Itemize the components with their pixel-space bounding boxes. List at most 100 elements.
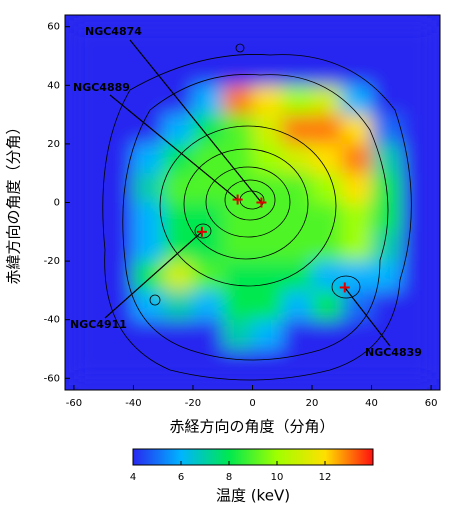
heat-cell [192, 56, 224, 86]
heat-cell [73, 56, 105, 86]
heat-cell [282, 290, 313, 321]
y-tick-label: -40 [44, 315, 60, 326]
heat-cell [312, 56, 343, 86]
galaxy-marker [256, 197, 267, 208]
heat-cell [163, 143, 194, 174]
heat-cell [133, 290, 164, 321]
heat-cell [133, 319, 164, 350]
y-axis-label: 赤緯方向の角度（分角） [5, 119, 23, 284]
y-tick-label: 40 [47, 80, 60, 91]
heat-cell [282, 85, 313, 116]
heat-cell [371, 26, 402, 57]
contour [224, 179, 276, 221]
contour [331, 275, 361, 299]
heat-cell [73, 85, 105, 116]
heat-cell [252, 143, 283, 174]
heat-cell [163, 202, 194, 233]
heatmap-cells [73, 26, 432, 379]
heat-cell [341, 26, 373, 57]
heat-cell [312, 231, 343, 262]
heat-cell [371, 143, 402, 174]
heat-cell [371, 202, 402, 233]
contour [205, 166, 291, 238]
colorbar-tick-label: 8 [226, 472, 232, 483]
annotation-label: NGC4911 [70, 318, 127, 331]
heat-cell [282, 202, 313, 233]
annotation-label: NGC4839 [365, 346, 422, 359]
heat-cell [252, 261, 283, 291]
heat-cell [312, 114, 343, 145]
heat-cell [312, 319, 343, 350]
x-tick-label: 60 [425, 398, 438, 409]
heat-cell [192, 261, 224, 291]
heat-cell [341, 143, 373, 174]
heat-cell [73, 319, 105, 350]
heat-cell [73, 114, 105, 145]
heat-cell [103, 202, 134, 233]
annotation-line [109, 94, 238, 201]
heat-cell [222, 26, 253, 57]
heat-cell [133, 348, 164, 379]
heat-cell [133, 143, 164, 174]
y-tick-label: 0 [54, 198, 60, 209]
heat-cell [163, 56, 194, 86]
heat-cell [103, 173, 134, 203]
colorbar-tick-label: 10 [271, 472, 284, 483]
heat-cell [401, 173, 432, 203]
heat-cell [163, 114, 194, 145]
heat-cell [222, 348, 253, 379]
heat-cell [103, 348, 134, 379]
heat-cell [371, 261, 402, 291]
x-tick-label: 0 [249, 398, 255, 409]
heat-cell [192, 26, 224, 57]
heat-cell [252, 85, 283, 116]
heat-cell [192, 85, 224, 116]
heat-cell [73, 26, 105, 57]
heat-cell [222, 319, 253, 350]
heat-cell [312, 290, 343, 321]
heat-cell [252, 290, 283, 321]
heat-cell [222, 85, 253, 116]
heat-cell [282, 348, 313, 379]
heat-cell [103, 231, 134, 262]
heat-cell [252, 26, 283, 57]
annotation-line [104, 231, 203, 319]
heat-cell [401, 261, 432, 291]
heat-cell [341, 85, 373, 116]
heat-cell [282, 231, 313, 262]
heat-cell [222, 143, 253, 174]
heat-cell [341, 173, 373, 203]
y-tick-label: 60 [47, 22, 60, 33]
x-tick-label: -40 [125, 398, 141, 409]
galaxy-marker [232, 194, 243, 205]
heat-cell [103, 143, 134, 174]
heat-cell [312, 348, 343, 379]
heat-cell [282, 56, 313, 86]
x-axis-label: 赤経方向の角度（分角） [169, 418, 334, 436]
heat-cell [222, 114, 253, 145]
heat-cell [73, 348, 105, 379]
heat-cell [312, 261, 343, 291]
heat-cell [222, 56, 253, 86]
heat-cell [133, 85, 164, 116]
heat-cell [163, 261, 194, 291]
heat-cell [163, 290, 194, 321]
heat-cell [192, 290, 224, 321]
heat-cell [371, 290, 402, 321]
contour [122, 74, 389, 361]
heat-cell [282, 319, 313, 350]
heat-cell [401, 348, 432, 379]
heat-cell [103, 114, 134, 145]
heat-cell [371, 348, 402, 379]
annotation-label: NGC4889 [73, 81, 130, 94]
contour [159, 125, 337, 287]
heat-cell [371, 319, 402, 350]
heat-cell [133, 231, 164, 262]
heat-cell [133, 114, 164, 145]
colorbar-tick-label: 6 [178, 472, 184, 483]
colorbar-tick-label: 12 [319, 472, 332, 483]
heat-cell [222, 261, 253, 291]
heat-cell [341, 114, 373, 145]
heat-cell [401, 319, 432, 350]
heat-cell [163, 231, 194, 262]
